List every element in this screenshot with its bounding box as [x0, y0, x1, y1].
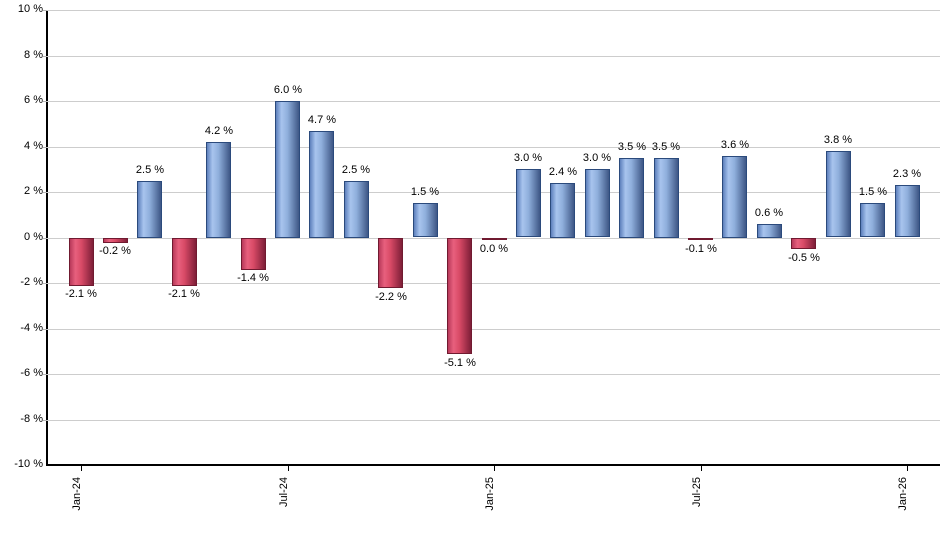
- bar-negative: [447, 238, 472, 354]
- bar-value-label: 2.5 %: [135, 164, 165, 176]
- x-axis-line: [46, 464, 940, 466]
- x-axis-tick: [494, 466, 495, 471]
- y-axis-tick: [43, 10, 47, 11]
- x-axis-tick-label-text: Jan-24: [71, 477, 83, 511]
- bar-negative: [688, 238, 713, 240]
- bar-positive: [619, 158, 644, 238]
- bar-positive: [137, 181, 162, 238]
- bar-negative: [172, 238, 197, 286]
- y-axis-tick-label: -2 %: [20, 276, 43, 288]
- gridline: [47, 192, 940, 193]
- y-axis-tick: [43, 56, 47, 57]
- bar-positive: [516, 169, 541, 237]
- bar-value-label: 1.5 %: [858, 186, 888, 198]
- bar-value-label: 3.5 %: [651, 141, 681, 153]
- gridline: [47, 56, 940, 57]
- x-axis-tick-label-text: Jan-25: [484, 477, 496, 511]
- y-axis-tick: [43, 147, 47, 148]
- bar-positive: [206, 142, 231, 238]
- bar-value-label: 3.5 %: [617, 141, 647, 153]
- x-axis-tick: [907, 466, 908, 471]
- y-axis-tick-label: 6 %: [24, 94, 43, 106]
- bar-negative: [103, 238, 128, 243]
- y-axis-tick: [43, 420, 47, 421]
- y-axis-tick-label: -4 %: [20, 322, 43, 334]
- gridline: [47, 283, 940, 284]
- bar-positive: [275, 101, 300, 238]
- bar-negative: [241, 238, 266, 270]
- y-axis-tick-label: -6 %: [20, 367, 43, 379]
- bar-negative: [378, 238, 403, 288]
- bar-positive: [654, 158, 679, 238]
- bar-positive: [309, 131, 334, 238]
- bar-value-label: -1.4 %: [237, 272, 269, 284]
- gridline: [47, 10, 940, 11]
- bar-value-label: 3.0 %: [582, 152, 612, 164]
- bar-value-label: 6.0 %: [273, 84, 303, 96]
- bar-value-label: -0.2 %: [99, 245, 131, 257]
- bar-value-label: -2.1 %: [168, 288, 200, 300]
- y-axis-tick-label: 2 %: [24, 185, 43, 197]
- bar-positive: [722, 156, 747, 238]
- gridline: [47, 147, 940, 148]
- bar-value-label: 3.0 %: [513, 152, 543, 164]
- y-axis-tick-label: -10 %: [14, 458, 43, 470]
- x-axis-tick: [701, 466, 702, 471]
- bar-negative: [791, 238, 816, 249]
- y-axis-tick-label: 0 %: [24, 231, 43, 243]
- gridline: [47, 329, 940, 330]
- bar-value-label: -2.2 %: [375, 291, 407, 303]
- bar-value-label: 2.5 %: [341, 164, 371, 176]
- bar-positive: [860, 203, 885, 237]
- bar-value-label: 3.8 %: [823, 134, 853, 146]
- bar-positive: [826, 151, 851, 237]
- x-axis-tick: [288, 466, 289, 471]
- y-axis-tick-label: 4 %: [24, 140, 43, 152]
- y-axis-tick: [43, 374, 47, 375]
- x-axis-tick: [81, 466, 82, 471]
- x-axis-tick-label-text: Jul-24: [278, 477, 290, 507]
- bar-value-label: -2.1 %: [65, 288, 97, 300]
- y-axis-tick: [43, 329, 47, 330]
- bar-positive: [413, 203, 438, 237]
- bar-negative: [69, 238, 94, 286]
- bar-positive: [895, 185, 920, 237]
- y-axis-tick-label: 8 %: [24, 49, 43, 61]
- bar-value-label: 4.7 %: [307, 114, 337, 126]
- x-axis-tick-label: Jan-25: [484, 473, 498, 513]
- x-axis-tick-label: Jul-25: [691, 473, 705, 513]
- x-axis-tick-label: Jan-24: [71, 473, 85, 513]
- bar-positive: [344, 181, 369, 238]
- bar-value-label: 0.6 %: [754, 207, 784, 219]
- bar-positive: [550, 183, 575, 238]
- bar-negative: [482, 238, 507, 240]
- bar-value-label: -0.5 %: [788, 252, 820, 264]
- bar-value-label: 2.4 %: [548, 166, 578, 178]
- x-axis-tick-label-text: Jan-26: [897, 477, 909, 511]
- bar-value-label: 1.5 %: [410, 186, 440, 198]
- x-axis-tick-label: Jan-26: [897, 473, 911, 513]
- gridline: [47, 101, 940, 102]
- y-axis-tick: [43, 101, 47, 102]
- bar-value-label: 4.2 %: [204, 125, 234, 137]
- bar-value-label: -5.1 %: [444, 357, 476, 369]
- y-axis-tick-label: 10 %: [17, 3, 43, 15]
- x-axis-tick-label-text: Jul-25: [691, 477, 703, 507]
- y-axis-tick: [43, 192, 47, 193]
- y-axis-tick: [43, 238, 47, 239]
- bar-positive: [757, 224, 782, 238]
- bar-value-label: 0.0 %: [479, 243, 509, 255]
- bar-value-label: 3.6 %: [720, 139, 750, 151]
- x-axis-tick-label: Jul-24: [278, 473, 292, 513]
- bar-positive: [585, 169, 610, 237]
- y-axis-tick: [43, 283, 47, 284]
- y-axis-tick-label: -8 %: [20, 413, 43, 425]
- gridline: [47, 420, 940, 421]
- bar-value-label: 2.3 %: [892, 168, 922, 180]
- gridline: [47, 374, 940, 375]
- bar-value-label: -0.1 %: [685, 243, 717, 255]
